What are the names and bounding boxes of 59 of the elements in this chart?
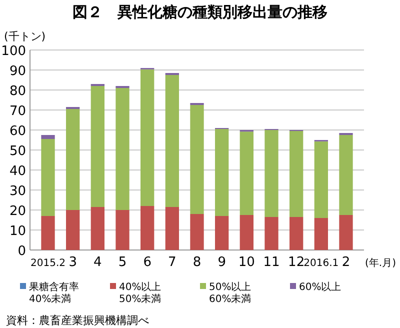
legend-label: 60%以上 [299,281,342,293]
bar [140,69,154,206]
x-tick-label: 9 [218,255,226,270]
bar [339,215,353,250]
bar [264,217,278,250]
x-tick-label: 8 [192,255,202,270]
bar [41,135,55,139]
bar [215,216,229,250]
x-tick-label: 11 [263,255,280,270]
bar [264,130,278,217]
x-tick-label: 4 [94,255,102,270]
bar [90,86,104,207]
y-tick-label: 20 [9,204,26,219]
text: 資料：農畜産業振興機構調べ [6,314,149,327]
bar [240,132,254,215]
bar [339,135,353,215]
bar [90,207,104,250]
legend-label: 40%以上 50%未満 [119,281,162,305]
bar [314,141,328,218]
bar [66,109,80,210]
y-tick-label: 100 [1,44,26,59]
bar [290,131,304,217]
y-tick-label: 70 [9,104,26,119]
x-tick-label: 2015.2 [30,258,66,269]
x-tick-label: 12 [288,255,305,270]
y-tick-label: 90 [9,64,26,79]
y-axis-title: (千トン) [4,30,46,43]
x-tick-label: 6 [143,255,152,270]
y-tick-label: 60 [9,124,26,139]
y-tick-label: 50 [9,144,26,159]
legend-label: 50%以上 60%未満 [209,281,252,305]
x-tick-label: 2 [342,255,350,270]
bar [41,216,55,250]
y-tick-label: 80 [9,84,26,99]
bar [41,139,55,216]
chart-title: 図２ 異性化糖の種類別移出量の推移 [72,3,328,21]
bar [314,218,328,250]
y-tick-label: 0 [18,244,26,259]
bar [290,217,304,250]
bar [116,210,130,250]
bar [240,215,254,250]
bar [190,105,204,214]
y-tick-label: 40 [9,164,26,179]
x-tick-label: 2016.1 [304,258,339,269]
x-tick-label: 10 [238,255,255,270]
x-axis-title: (年.月) [365,257,396,269]
y-tick-label: 10 [9,224,26,239]
bar [140,206,154,250]
x-tick-label: 5 [118,255,127,270]
y-tick-label: 30 [9,184,26,199]
x-tick-label: 3 [68,255,77,270]
legend-label: 果糖含有率 40%未満 [29,281,79,305]
x-tick-label: 7 [168,255,176,270]
bar [165,207,179,250]
bar [215,129,229,216]
bar [190,214,204,250]
bar [116,88,130,210]
bar [165,75,179,207]
bar [66,210,80,250]
